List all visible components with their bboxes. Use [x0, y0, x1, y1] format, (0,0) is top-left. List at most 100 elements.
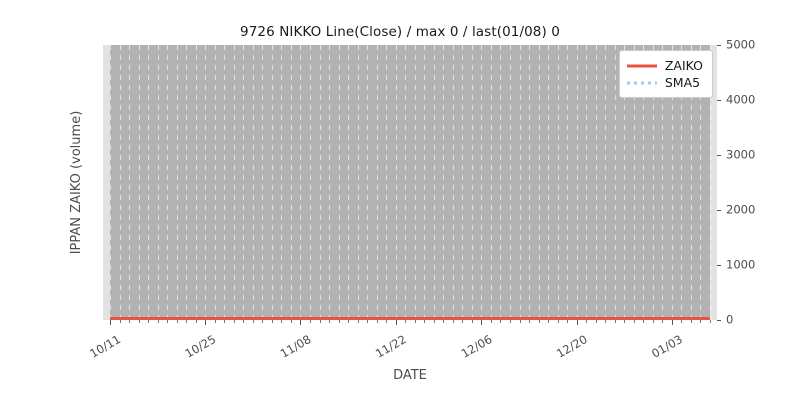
gridline-vertical: [433, 45, 435, 320]
series-line-zaiko: [110, 317, 710, 320]
gridline-vertical: [214, 45, 216, 320]
gridline-vertical: [395, 45, 397, 320]
gridline-vertical: [148, 45, 150, 320]
x-tick-mark-minor: [233, 320, 235, 323]
x-tick-mark-minor: [490, 320, 492, 323]
gridline-vertical: [310, 45, 311, 320]
x-tick-mark-major: [576, 320, 578, 325]
gridline-vertical: [195, 45, 197, 320]
gridline-vertical: [224, 45, 226, 320]
gridline-vertical: [538, 45, 540, 320]
x-tick-mark-minor: [329, 320, 331, 323]
gridline-vertical: [424, 45, 426, 320]
gridline-vertical: [557, 45, 559, 320]
x-tick-mark-minor: [214, 320, 216, 323]
x-axis-ticks: [103, 320, 717, 328]
gridline-vertical: [110, 45, 111, 320]
y-tick-label: 1000: [726, 257, 756, 272]
gridline-vertical: [510, 45, 511, 320]
y-axis: 0 1000 2000 3000 4000 5000: [717, 39, 797, 325]
x-tick-mark-minor: [157, 320, 159, 323]
gridline-vertical: [290, 45, 292, 320]
x-tick-mark-minor: [281, 320, 283, 323]
gridline-vertical: [119, 45, 121, 320]
x-tick-mark-minor: [471, 320, 473, 323]
gridline-vertical: [129, 45, 131, 320]
x-tick-mark-minor: [462, 320, 464, 323]
x-axis-title: DATE: [393, 368, 427, 383]
x-tick-mark-major: [205, 320, 207, 325]
x-tick-mark-minor: [443, 320, 445, 323]
x-tick-mark-minor: [548, 320, 550, 323]
legend-swatch-zaiko-icon: [626, 60, 657, 72]
gridline-vertical: [186, 45, 188, 320]
gridline-vertical: [690, 45, 692, 320]
x-tick-mark-minor: [405, 320, 407, 323]
gridline-vertical: [138, 45, 140, 320]
gridline-vertical: [414, 45, 416, 320]
gridline-vertical: [671, 45, 673, 320]
y-tick-mark: [717, 319, 721, 321]
y-tick-label: 3000: [726, 147, 756, 162]
y-axis-title: IPPAN ZAIKO (volume): [69, 110, 84, 255]
x-tick-mark-minor: [624, 320, 626, 323]
x-tick-mark-minor: [586, 320, 588, 323]
x-tick-mark-minor: [167, 320, 169, 323]
x-tick-mark-minor: [652, 320, 654, 323]
legend-item-zaiko[interactable]: ZAIKO: [626, 57, 703, 74]
gridline-vertical: [405, 45, 407, 320]
x-tick-mark-minor: [271, 320, 273, 323]
x-tick-mark-minor: [290, 320, 292, 323]
gridline-vertical: [205, 45, 207, 320]
y-tick-mark: [717, 44, 721, 46]
x-tick-mark-minor: [567, 320, 569, 323]
legend-item-sma5[interactable]: SMA5: [626, 74, 703, 91]
x-tick-mark-minor: [700, 320, 702, 323]
x-tick-mark-minor: [662, 320, 664, 323]
chart-legend[interactable]: ZAIKO SMA5: [618, 50, 713, 98]
x-tick-mark-minor: [176, 320, 178, 323]
gridline-vertical: [367, 45, 369, 320]
gridline-vertical: [595, 45, 597, 320]
x-tick-mark-minor: [643, 320, 645, 323]
x-tick-mark-minor: [510, 320, 511, 323]
x-tick-mark-minor: [376, 320, 378, 323]
x-tick-mark-minor: [681, 320, 683, 323]
gridline-vertical: [176, 45, 178, 320]
x-tick-mark-minor: [119, 320, 121, 323]
gridline-vertical: [233, 45, 235, 320]
y-tick-label: 0: [726, 312, 734, 327]
x-tick-mark-minor: [310, 320, 311, 323]
x-tick-mark-minor: [710, 320, 711, 323]
gridline-vertical: [481, 45, 483, 320]
gridline-vertical: [586, 45, 588, 320]
gridline-vertical: [462, 45, 464, 320]
gridline-vertical: [338, 45, 340, 320]
y-tick-mark: [717, 154, 721, 156]
gridline-vertical: [471, 45, 473, 320]
gridline-vertical: [576, 45, 578, 320]
gridline-vertical: [548, 45, 550, 320]
x-tick-mark-minor: [557, 320, 559, 323]
x-tick-mark-major: [300, 320, 302, 325]
gridline-vertical: [281, 45, 283, 320]
legend-swatch-sma5-icon: [626, 77, 657, 89]
x-tick-mark-minor: [452, 320, 454, 323]
x-tick-mark-minor: [319, 320, 321, 323]
gridline-vertical: [167, 45, 169, 320]
gridline-vertical: [262, 45, 264, 320]
gridline-vertical: [348, 45, 350, 320]
x-tick-mark-minor: [614, 320, 616, 323]
gridline-vertical: [624, 45, 626, 320]
x-tick-mark-major: [481, 320, 483, 325]
gridline-vertical: [443, 45, 445, 320]
gridline-vertical: [252, 45, 254, 320]
gridline-vertical: [490, 45, 492, 320]
x-tick-mark-minor: [243, 320, 245, 323]
x-tick-mark-minor: [367, 320, 369, 323]
gridline-vertical: [376, 45, 378, 320]
x-tick-mark-minor: [605, 320, 607, 323]
y-tick-mark: [717, 209, 721, 211]
gridline-vertical: [605, 45, 607, 320]
